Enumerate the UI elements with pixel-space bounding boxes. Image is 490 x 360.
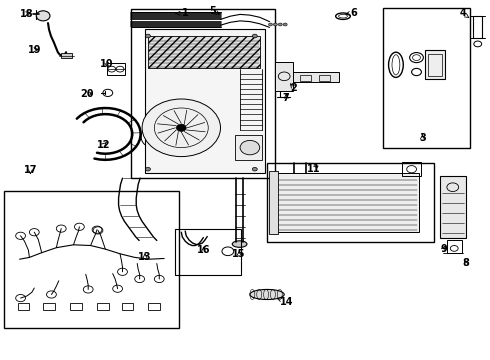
Text: 20: 20 — [80, 89, 94, 99]
Text: 2: 2 — [291, 83, 297, 93]
Ellipse shape — [250, 289, 284, 300]
Text: 12: 12 — [97, 140, 111, 150]
Text: 5: 5 — [209, 6, 220, 16]
Circle shape — [146, 34, 150, 38]
Bar — [473, 16, 482, 38]
Text: 16: 16 — [196, 245, 210, 255]
Circle shape — [36, 11, 50, 21]
Bar — [4, 191, 179, 328]
Text: 6: 6 — [346, 8, 357, 18]
Bar — [107, 63, 125, 75]
Text: 19: 19 — [27, 45, 41, 55]
Bar — [402, 162, 421, 176]
Bar — [131, 9, 275, 178]
Bar — [447, 240, 462, 253]
Bar — [428, 54, 442, 76]
Bar — [122, 303, 133, 310]
Text: 14: 14 — [277, 297, 294, 307]
Text: 15: 15 — [232, 249, 246, 259]
Bar — [275, 72, 339, 82]
Bar — [97, 303, 109, 310]
Circle shape — [176, 124, 186, 131]
Bar — [148, 303, 160, 310]
Bar — [383, 8, 470, 148]
Circle shape — [278, 23, 282, 26]
Text: 18: 18 — [20, 9, 34, 19]
Text: 8: 8 — [462, 258, 469, 268]
Bar — [148, 36, 260, 68]
Text: 1: 1 — [176, 8, 189, 18]
Text: 4: 4 — [459, 8, 469, 18]
Bar — [267, 163, 434, 242]
Circle shape — [252, 167, 257, 171]
Circle shape — [142, 99, 220, 157]
Bar — [18, 303, 29, 310]
Text: 3: 3 — [419, 132, 426, 143]
Bar — [425, 50, 445, 79]
Bar — [235, 135, 262, 160]
Bar — [275, 62, 293, 91]
Circle shape — [146, 167, 150, 171]
Circle shape — [240, 140, 260, 155]
Bar — [440, 176, 465, 238]
Bar — [269, 171, 278, 234]
Bar — [300, 75, 311, 81]
Ellipse shape — [232, 241, 247, 247]
Text: 11: 11 — [307, 164, 320, 174]
Bar — [175, 229, 241, 275]
Bar — [70, 303, 82, 310]
Circle shape — [252, 34, 257, 38]
Bar — [272, 173, 419, 232]
Bar — [61, 53, 72, 58]
Text: 10: 10 — [100, 59, 114, 69]
Circle shape — [273, 23, 277, 26]
Circle shape — [283, 23, 287, 26]
Text: 17: 17 — [24, 165, 37, 175]
Bar — [43, 303, 55, 310]
Bar — [319, 75, 330, 81]
Circle shape — [269, 23, 272, 26]
Bar — [280, 75, 291, 81]
Text: 9: 9 — [440, 244, 447, 254]
Text: 7: 7 — [283, 93, 290, 103]
Bar — [145, 29, 265, 173]
Text: 13: 13 — [138, 252, 152, 262]
